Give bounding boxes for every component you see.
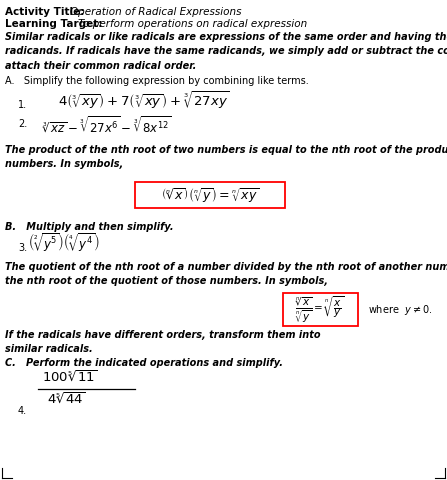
Text: where  $y \neq 0$.: where $y \neq 0$. — [368, 302, 432, 316]
Text: 1.: 1. — [18, 100, 27, 110]
Text: If the radicals have different orders, transform them into
similar radicals.: If the radicals have different orders, t… — [5, 329, 320, 354]
Text: 3.: 3. — [18, 242, 27, 252]
Text: $4\left(\sqrt[3]{xy}\right) + 7\left(\sqrt[3]{xy}\right) + \sqrt[3]{27xy}$: $4\left(\sqrt[3]{xy}\right) + 7\left(\sq… — [58, 89, 229, 110]
Text: $\left(\sqrt[n]{x}\right)\left(\sqrt[n]{y}\right) = \sqrt[n]{xy}$: $\left(\sqrt[n]{x}\right)\left(\sqrt[n]{… — [161, 186, 259, 205]
Text: $100\sqrt[5]{11}$: $100\sqrt[5]{11}$ — [42, 369, 98, 384]
Text: $\dfrac{\sqrt[n]{x}}{\sqrt[n]{y}} = \sqrt[n]{\dfrac{x}{y}}$: $\dfrac{\sqrt[n]{x}}{\sqrt[n]{y}} = \sqr… — [295, 294, 345, 324]
Text: $\sqrt[3]{xz} - \sqrt[3]{27x^6} - \sqrt[3]{8x^{12}}$: $\sqrt[3]{xz} - \sqrt[3]{27x^6} - \sqrt[… — [42, 115, 172, 135]
Text: Learning Target:: Learning Target: — [5, 19, 102, 29]
Text: $4\sqrt[5]{44}$: $4\sqrt[5]{44}$ — [47, 391, 86, 407]
Text: Activity Title:: Activity Title: — [5, 7, 84, 17]
Text: The product of the nth root of two numbers is equal to the nth root of the produ: The product of the nth root of two numbe… — [5, 144, 447, 169]
Text: 2.: 2. — [18, 119, 27, 129]
Bar — [283, 293, 358, 326]
Bar — [135, 182, 285, 209]
Text: To perform operations on radical expression: To perform operations on radical express… — [78, 19, 307, 29]
Text: The quotient of the nth root of a number divided by the nth root of another numb: The quotient of the nth root of a number… — [5, 262, 447, 286]
Text: 4.: 4. — [18, 405, 27, 415]
Text: Similar radicals or like radicals are expressions of the same order and having t: Similar radicals or like radicals are ex… — [5, 32, 447, 71]
Text: B.   Multiply and then simplify.: B. Multiply and then simplify. — [5, 222, 173, 231]
Text: C.   Perform the indicated operations and simplify.: C. Perform the indicated operations and … — [5, 357, 283, 367]
Text: A.   Simplify the following expression by combining like terms.: A. Simplify the following expression by … — [5, 76, 309, 86]
Text: $\left(\sqrt[2]{y^5}\right)\left(\sqrt[4]{y^4}\right)$: $\left(\sqrt[2]{y^5}\right)\left(\sqrt[4… — [28, 231, 100, 254]
Text: Operation of Radical Expressions: Operation of Radical Expressions — [70, 7, 241, 17]
